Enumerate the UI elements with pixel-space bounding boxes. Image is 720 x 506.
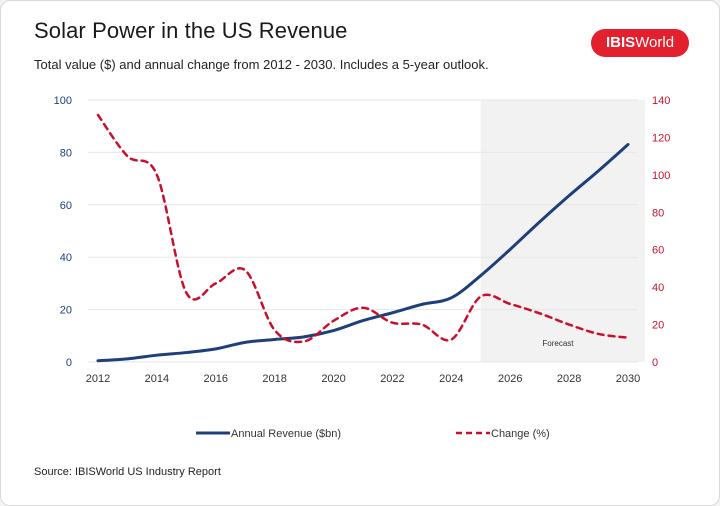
source-note: Source: IBISWorld US Industry Report <box>34 466 221 478</box>
legend-label: Change (%) <box>491 428 550 440</box>
y-right-tick-label: 20 <box>652 320 664 332</box>
y-right-tick-label: 120 <box>652 132 670 144</box>
y-right-tick-label: 140 <box>652 95 670 107</box>
x-tick-label: 2028 <box>557 373 581 385</box>
y-left-tick-label: 100 <box>54 95 72 107</box>
legend-label: Annual Revenue ($bn) <box>231 428 341 440</box>
revenue-series-line <box>96 143 630 363</box>
forecast-label: Forecast <box>542 339 574 348</box>
chart-subtitle: Total value ($) and annual change from 2… <box>34 57 489 72</box>
x-tick-label: 2018 <box>262 373 286 385</box>
y-left-tick-label: 0 <box>66 357 72 369</box>
y-left-tick-label: 40 <box>60 252 72 264</box>
chart-title: Solar Power in the US Revenue <box>34 18 348 43</box>
x-tick-label: 2020 <box>321 373 345 385</box>
y-left-tick-label: 20 <box>60 305 72 317</box>
logo-bold-text: IBIS <box>605 34 636 51</box>
x-tick-label: 2022 <box>380 373 404 385</box>
y-right-tick-label: 0 <box>652 357 658 369</box>
y-left-tick-label: 80 <box>60 147 72 159</box>
change-series-line <box>96 113 630 344</box>
y-right-tick-label: 60 <box>652 245 664 257</box>
y-right-tick-label: 40 <box>652 282 664 294</box>
x-tick-label: 2016 <box>204 373 228 385</box>
ibisworld-logo: IBISWorld <box>591 29 689 57</box>
x-tick-label: 2024 <box>439 373 463 385</box>
y-left-tick-label: 60 <box>60 200 72 212</box>
forecast-region <box>480 100 645 362</box>
logo-rest-text: World <box>635 34 675 51</box>
y-right-tick-label: 80 <box>652 207 664 219</box>
x-tick-label: 2012 <box>86 373 110 385</box>
x-tick-label: 2014 <box>145 373 169 385</box>
x-tick-label: 2026 <box>498 373 522 385</box>
y-right-tick-label: 100 <box>652 170 670 182</box>
x-tick-label: 2030 <box>616 373 640 385</box>
